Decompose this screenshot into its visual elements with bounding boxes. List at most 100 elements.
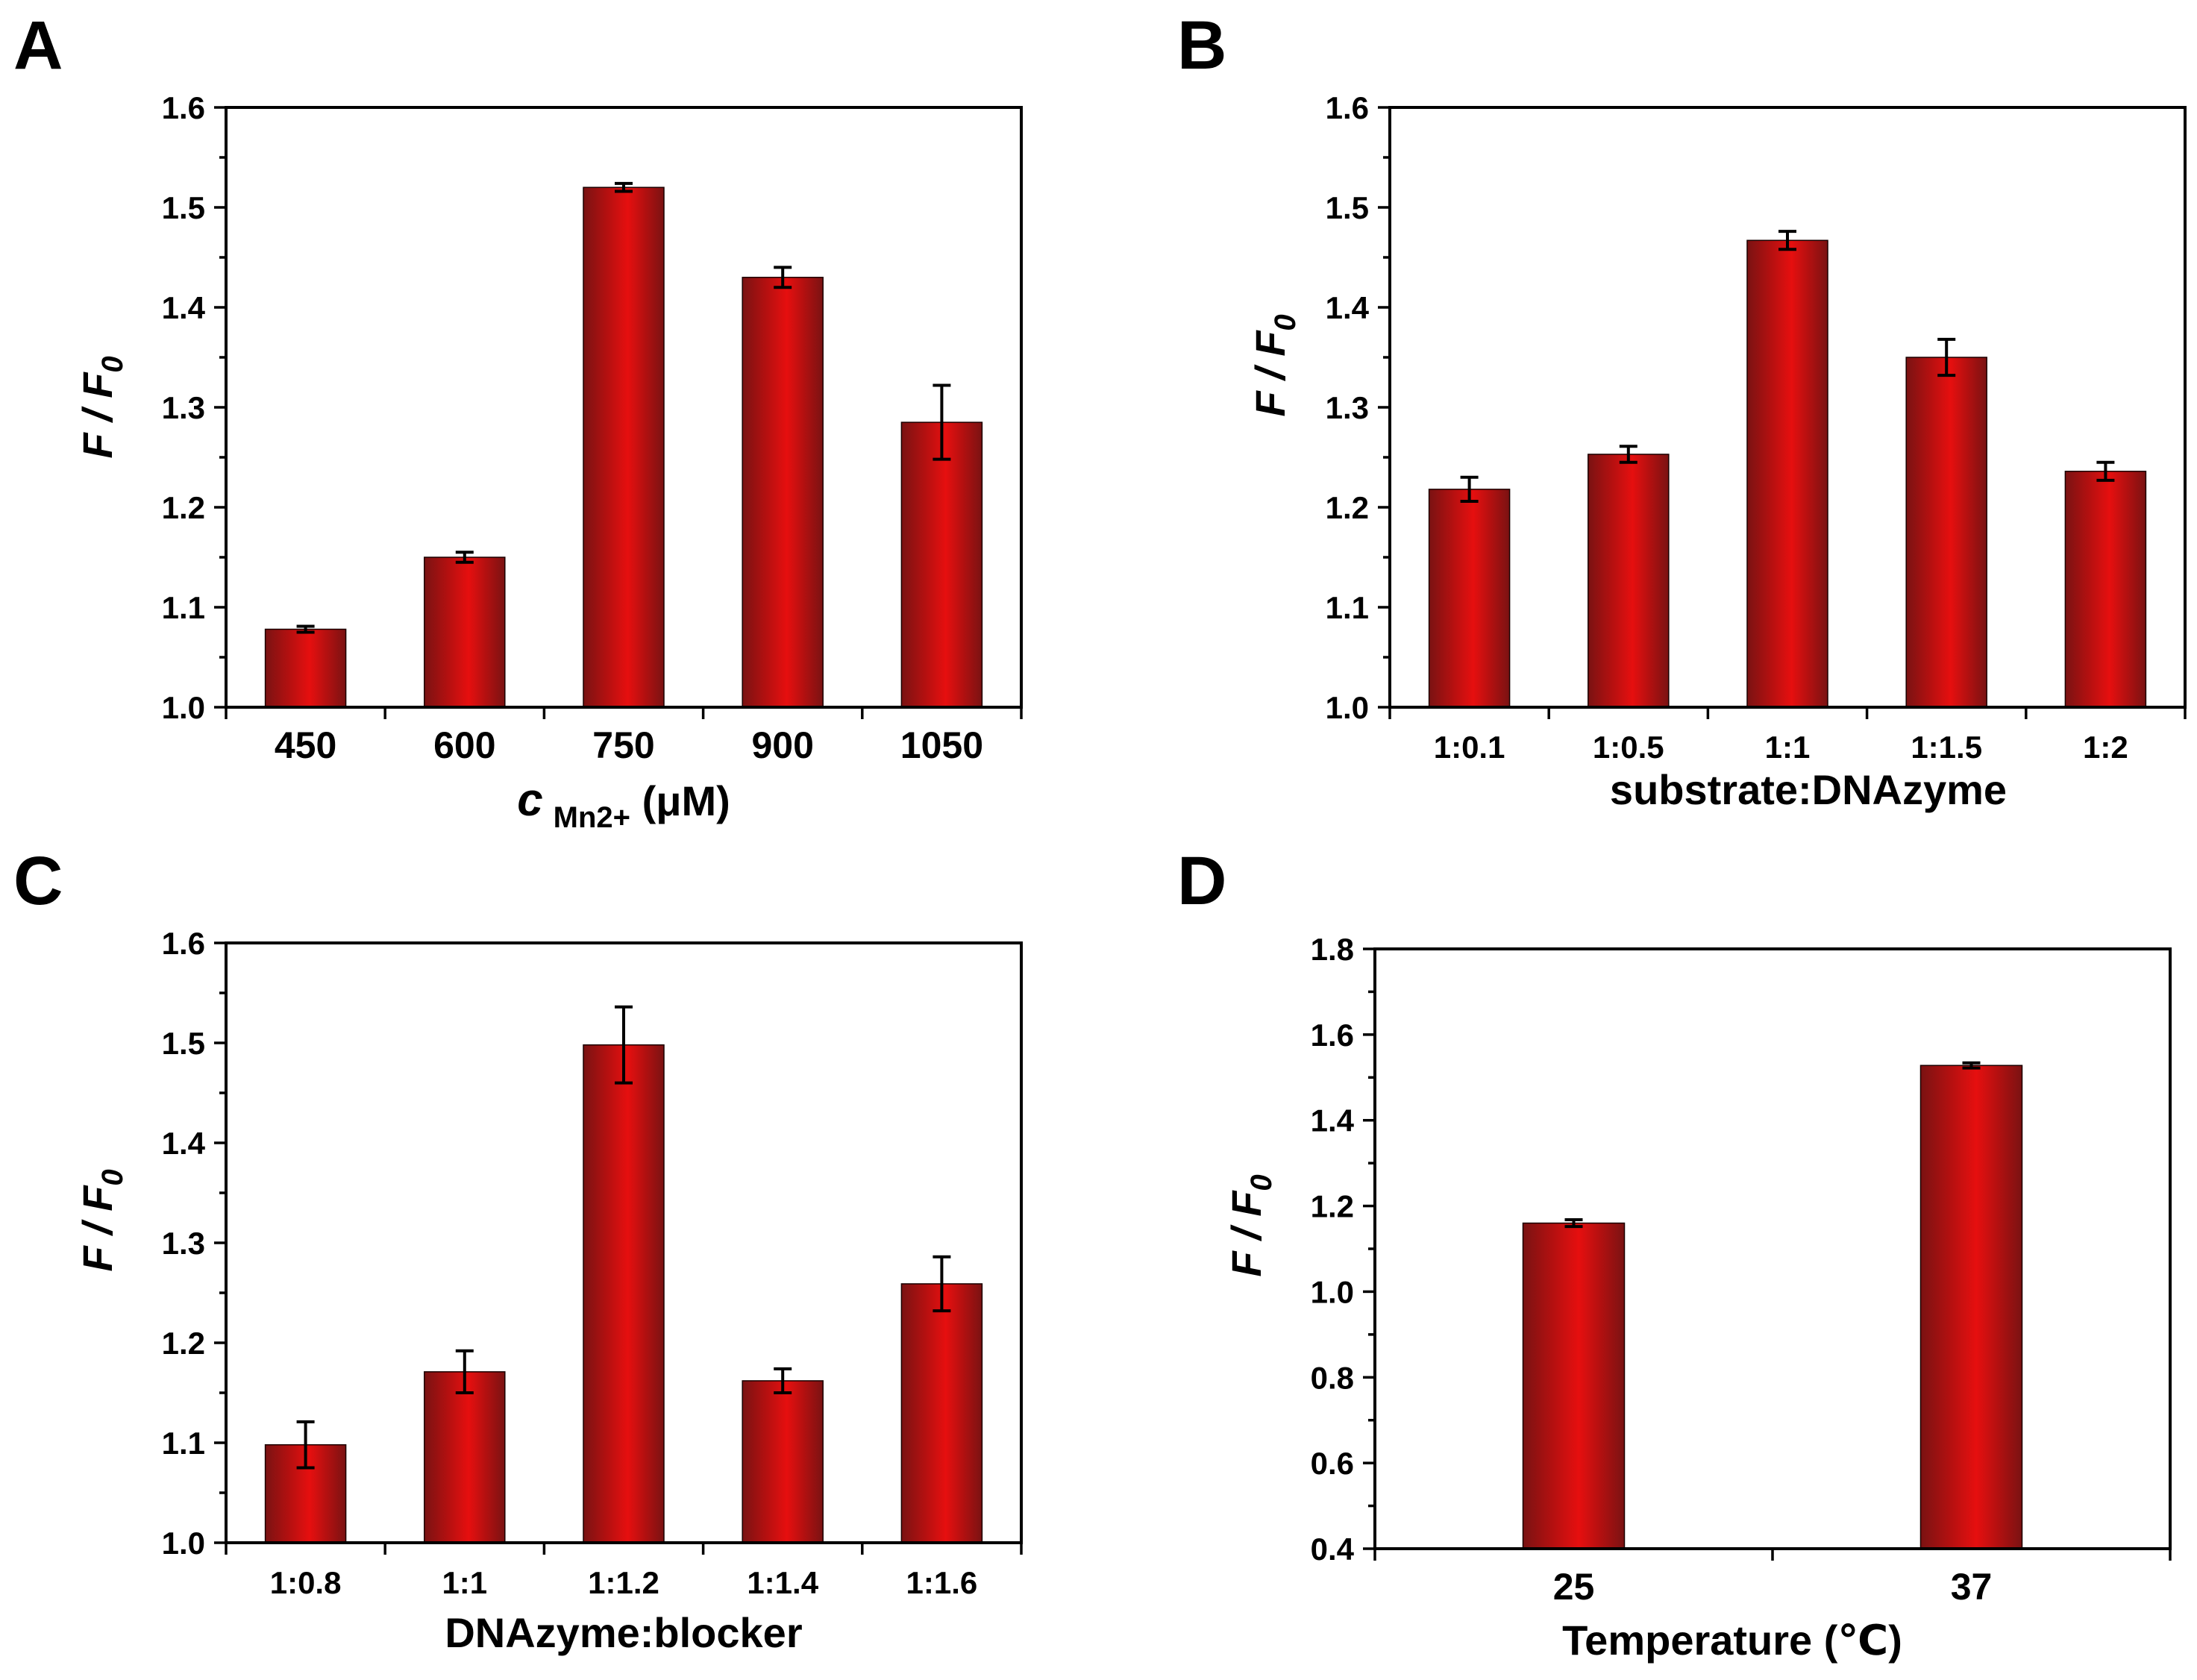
y-tick-label: 1.0 — [1311, 1274, 1354, 1309]
plot-frame — [1373, 947, 2172, 1550]
y-tick-label: 1.4 — [1326, 290, 1370, 325]
y-tick-label: 1.5 — [1326, 190, 1369, 225]
x-tick-label: 1:0.8 — [270, 1565, 342, 1600]
y-tick-label: 1.4 — [162, 290, 206, 325]
x-axis-title: c Mn2+ (μM) — [517, 774, 730, 834]
y-tick-label: 1.0 — [162, 690, 205, 725]
error-bar — [296, 624, 315, 634]
error-bar — [933, 1255, 951, 1313]
x-tick-label: 600 — [433, 724, 495, 766]
y-tick-label: 1.0 — [162, 1526, 205, 1561]
error-bar — [1619, 445, 1637, 464]
x-axis-title: DNAzyme:blocker — [445, 1609, 802, 1656]
panel-letter-b: B — [1177, 7, 1226, 84]
error-bar — [296, 1420, 315, 1470]
error-bar — [774, 266, 792, 289]
error-bar — [774, 1367, 792, 1394]
y-tick-label: 1.3 — [162, 390, 205, 425]
bar — [1919, 1065, 2023, 1549]
y-axis-title-subscript: 0 — [1245, 1174, 1278, 1191]
bar — [742, 277, 824, 708]
x-tick-label: 1:1 — [1765, 730, 1811, 765]
error-bar — [933, 383, 951, 461]
y-tick-label: 1.3 — [1326, 390, 1369, 425]
x-tick-label: 900 — [751, 724, 813, 766]
x-tick-label: 1:1.4 — [747, 1565, 818, 1600]
y-tick-label: 1.2 — [1326, 490, 1369, 525]
x-tick-label: 750 — [592, 724, 654, 766]
y-axis-title: F / F0 — [74, 356, 129, 458]
y-tick-label: 0.8 — [1311, 1360, 1354, 1395]
x-axis-title-unit: (μM) — [630, 777, 730, 824]
y-axis-title-subscript: 0 — [1269, 314, 1302, 330]
panel-letter-a: A — [13, 7, 63, 84]
panel-letter-c: C — [13, 843, 63, 919]
x-axis-title: substrate:DNAzyme — [1610, 766, 2007, 813]
x-tick-label: 1:2 — [2083, 730, 2128, 765]
y-axis-title-main: F / F — [1223, 1190, 1270, 1277]
y-tick-label: 1.5 — [162, 1026, 205, 1061]
y-tick-label: 1.1 — [162, 1426, 205, 1461]
chart-panel-b: 1.0 1.1 1.2 1.3 1.4 1.5 1.6 1:0.1 1:0.5 1:1 1:1.5 1… — [1247, 90, 2187, 813]
bar — [742, 1380, 824, 1543]
bar — [2064, 471, 2147, 708]
y-tick-label: 0.4 — [1311, 1532, 1355, 1567]
error-bar — [455, 551, 474, 564]
y-axis-title-subscript: 0 — [96, 1169, 129, 1185]
x-tick-label: 1050 — [900, 724, 983, 766]
y-tick-label: 1.2 — [162, 490, 205, 525]
y-tick-label: 1.5 — [162, 190, 205, 225]
bar — [424, 1371, 506, 1543]
y-axis-title: F / F0 — [1247, 314, 1302, 416]
chart-panel-a: 1.0 1.1 1.2 1.3 1.4 1.5 1.6 450 600 750 900 1050 F … — [74, 90, 1023, 834]
error-bar — [1460, 475, 1479, 503]
x-tick-label: 25 — [1553, 1566, 1595, 1608]
y-axis-title-main: F / F — [74, 1185, 121, 1272]
y-tick-label: 1.6 — [162, 90, 205, 125]
x-axis-title-symbol: c — [517, 774, 542, 826]
chart-panel-d: 0.4 0.6 0.8 1.0 1.2 1.4 1.6 1.8 25 37 F / F0 Temp… — [1223, 932, 2172, 1664]
bar — [1428, 489, 1511, 708]
error-bar — [1564, 1217, 1583, 1229]
y-tick-label: 1.6 — [162, 926, 205, 961]
error-bar — [615, 1005, 633, 1085]
y-tick-label: 0.6 — [1311, 1446, 1354, 1481]
y-axis-title-main: F / F — [1247, 330, 1294, 417]
error-bar — [615, 181, 633, 193]
y-tick-label: 1.4 — [162, 1126, 206, 1161]
y-axis-title-subscript: 0 — [96, 356, 129, 372]
y-tick-label: 1.2 — [162, 1326, 205, 1361]
x-axis-title-subscript: Mn2+ — [554, 801, 630, 834]
bar — [900, 1283, 983, 1543]
y-tick-label: 1.4 — [1311, 1103, 1355, 1138]
bar — [424, 557, 506, 708]
chart-panel-c: 1.0 1.1 1.2 1.3 1.4 1.5 1.6 1:0.8 1:1 1:1.2 1:1.4 1… — [74, 926, 1023, 1656]
x-tick-label: 1:1.6 — [906, 1565, 978, 1600]
y-tick-label: 1.6 — [1326, 90, 1369, 125]
y-tick-label: 1.2 — [1311, 1189, 1354, 1224]
y-tick-label: 1.1 — [162, 590, 205, 625]
y-axis-title: F / F0 — [74, 1169, 129, 1271]
bar — [264, 628, 347, 708]
x-axis-title: Temperature (℃) — [1562, 1617, 1902, 1664]
y-axis-title: F / F0 — [1223, 1174, 1278, 1276]
error-bar — [455, 1349, 474, 1394]
y-tick-label: 1.1 — [1326, 590, 1369, 625]
x-tick-label: 1:1 — [442, 1565, 487, 1600]
bar — [900, 421, 983, 708]
y-tick-label: 1.6 — [1311, 1018, 1354, 1053]
x-tick-label: 1:0.1 — [1434, 730, 1505, 765]
y-tick-label: 1.8 — [1311, 932, 1354, 967]
y-tick-label: 1.3 — [162, 1226, 205, 1261]
y-axis-title-main: F / F — [74, 372, 121, 459]
bar — [583, 187, 665, 708]
error-bar — [1962, 1061, 1981, 1070]
error-bar — [1937, 337, 1956, 377]
bar — [1905, 357, 1987, 708]
x-tick-label: 450 — [275, 724, 336, 766]
x-tick-label: 1:0.5 — [1593, 730, 1664, 765]
error-bar — [1778, 230, 1796, 251]
bar — [1522, 1222, 1626, 1549]
bar — [583, 1044, 665, 1543]
